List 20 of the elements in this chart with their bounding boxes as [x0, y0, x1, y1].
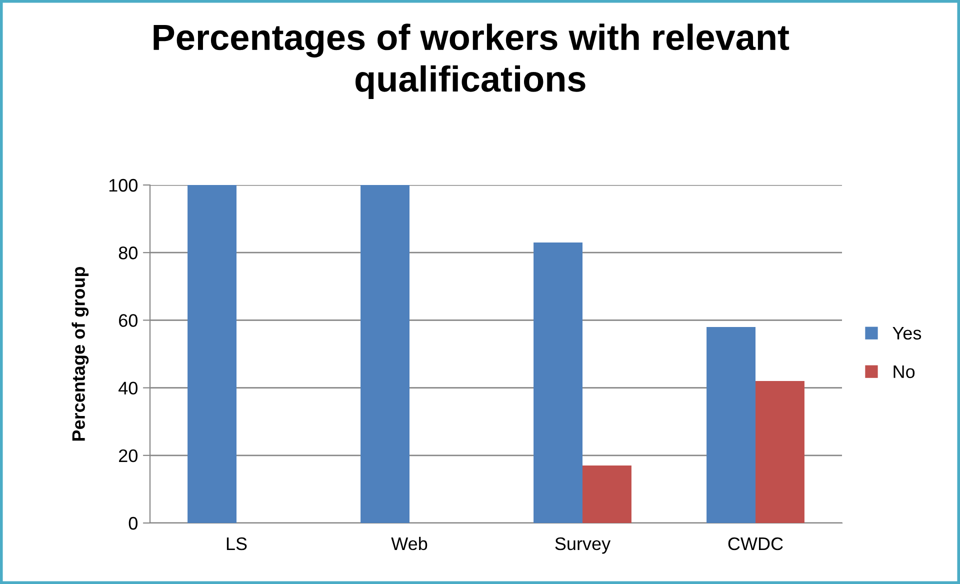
bar — [534, 242, 582, 523]
x-tick-label: LS — [226, 537, 247, 550]
chart-title: Percentages of workers with relevant qualifications — [154, 24, 790, 99]
x-tick-label: Survey — [555, 537, 611, 554]
bar — [706, 326, 756, 523]
y-tick-label: 100 — [109, 178, 138, 192]
y-tick-label: 60 — [119, 314, 138, 327]
bar — [756, 381, 804, 523]
y-tick-label: 0 — [128, 516, 138, 530]
bar — [188, 185, 236, 523]
y-tick-label: 80 — [118, 246, 138, 260]
y-tick-label: 40 — [118, 382, 138, 395]
x-tick-label: CWDC — [728, 537, 783, 550]
y-tick-label: 20 — [119, 449, 138, 462]
x-tick-label: Web — [391, 536, 428, 550]
legend-label: Yes — [892, 327, 922, 340]
bar — [582, 466, 632, 523]
bar — [360, 185, 410, 523]
legend-label: No — [894, 365, 915, 378]
y-axis-title: Percentage of group — [72, 266, 89, 441]
